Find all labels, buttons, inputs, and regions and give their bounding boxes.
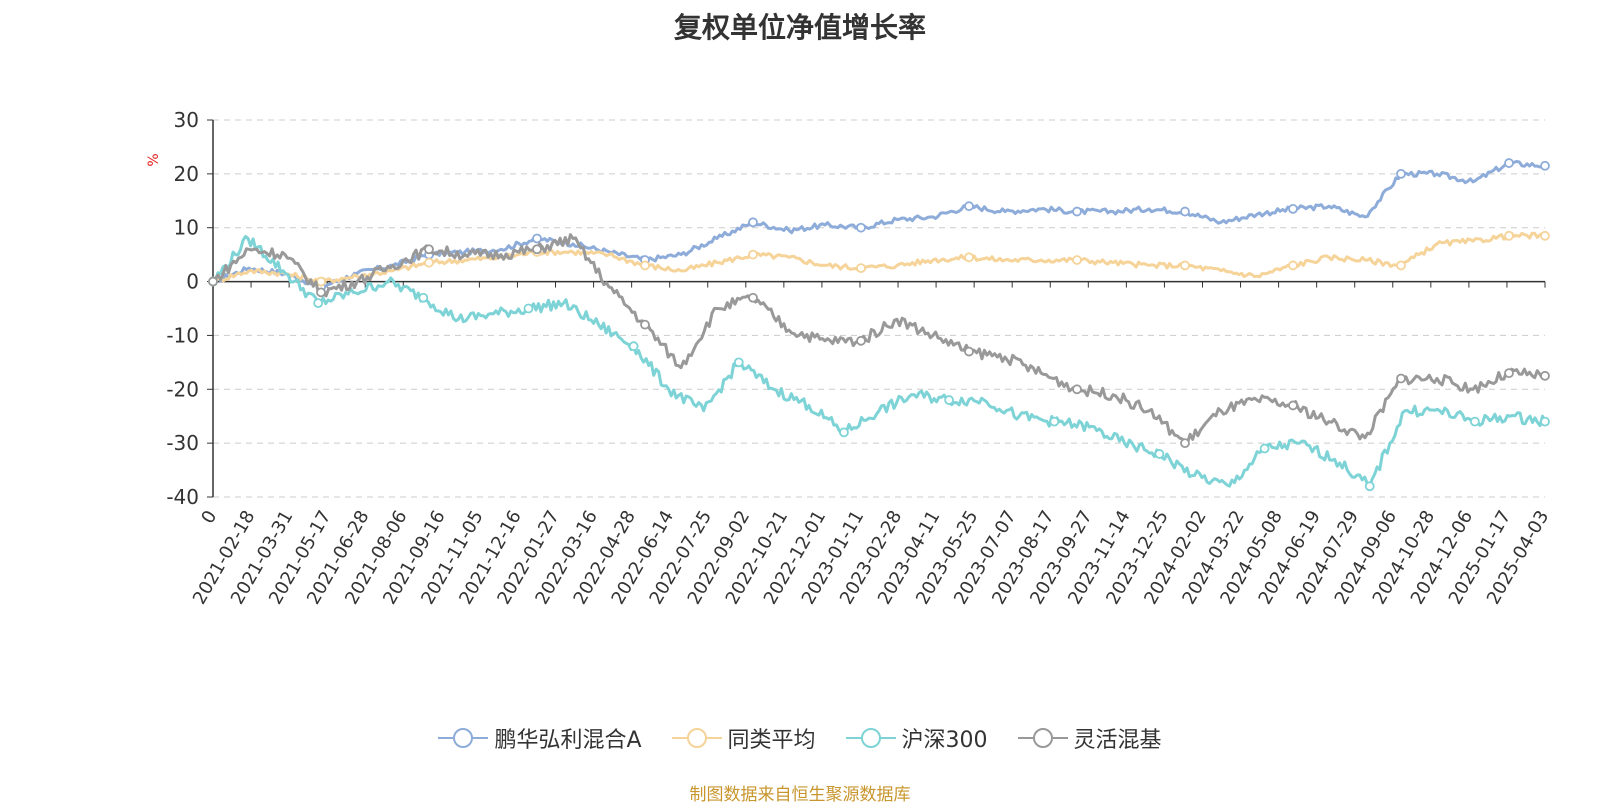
series-point bbox=[316, 287, 326, 298]
y-tick-label: -40 bbox=[166, 485, 199, 509]
legend-line-circle-icon bbox=[1017, 728, 1068, 748]
series-point bbox=[856, 335, 866, 346]
series-point bbox=[1364, 481, 1375, 492]
series-lines bbox=[208, 158, 1550, 492]
series-point bbox=[1504, 158, 1514, 168]
y-tick-label: 10 bbox=[174, 216, 199, 240]
series-point bbox=[964, 201, 974, 212]
series-point bbox=[964, 252, 974, 263]
series-point bbox=[424, 257, 434, 268]
series-point bbox=[748, 292, 758, 303]
series-point bbox=[1180, 260, 1190, 271]
series-point bbox=[1154, 449, 1165, 459]
series-line-4 bbox=[211, 233, 1547, 445]
series-point bbox=[1396, 373, 1406, 384]
series-point bbox=[839, 427, 849, 438]
series-point bbox=[856, 222, 866, 233]
series-point bbox=[748, 217, 758, 228]
series-point bbox=[628, 341, 639, 352]
y-tick-label: -30 bbox=[166, 431, 199, 455]
series-line-2 bbox=[212, 231, 1546, 285]
series-point bbox=[1396, 168, 1406, 179]
series-point bbox=[1180, 438, 1190, 449]
legend-circle bbox=[860, 728, 881, 748]
data-source-note: 制图数据来自恒生聚源数据库 bbox=[689, 785, 911, 805]
grid-lines bbox=[213, 119, 1545, 498]
legend-circle bbox=[1032, 728, 1053, 748]
x-tick-label: 0 bbox=[197, 507, 221, 527]
legend-label: 沪深300 bbox=[901, 728, 988, 753]
series-point bbox=[1504, 230, 1514, 241]
series-point bbox=[733, 357, 744, 368]
series-line-3 bbox=[212, 235, 1547, 488]
series-point bbox=[1288, 203, 1298, 214]
series-point bbox=[1180, 206, 1190, 217]
series-point bbox=[532, 233, 542, 244]
series-point bbox=[856, 263, 866, 274]
series-point bbox=[748, 249, 758, 260]
series-point bbox=[1504, 368, 1514, 379]
y-axis-unit-label: % bbox=[146, 153, 162, 166]
legend-line-circle-icon bbox=[845, 728, 896, 748]
y-tick-label: -10 bbox=[166, 323, 199, 347]
legend-circle bbox=[453, 728, 474, 748]
series-point bbox=[1540, 416, 1550, 427]
chart-title: 复权单位净值增长率 bbox=[673, 11, 926, 44]
series-point bbox=[532, 244, 542, 255]
series-point bbox=[1540, 160, 1550, 171]
legend-item-2[interactable]: 同类平均 bbox=[671, 722, 816, 754]
series-point bbox=[640, 319, 650, 330]
series-point bbox=[1259, 443, 1270, 454]
series-line-1 bbox=[211, 159, 1546, 289]
y-tick-label: 0 bbox=[186, 270, 199, 294]
legend-label: 同类平均 bbox=[727, 728, 816, 753]
y-tick-label: 20 bbox=[174, 162, 199, 186]
series-point bbox=[424, 244, 434, 255]
series-point bbox=[1288, 400, 1298, 411]
axes: 3020100-10-20-30-4002021-02-182021-03-31… bbox=[166, 108, 1553, 608]
legend-line-circle-icon bbox=[671, 728, 722, 748]
series-point bbox=[1072, 206, 1082, 217]
series-point bbox=[418, 292, 429, 303]
legend-circle bbox=[686, 728, 707, 748]
series-point bbox=[1540, 230, 1550, 241]
chart-legend: 鹏华弘利混合A 同类平均 沪深300 灵活混基 bbox=[0, 722, 1600, 754]
series-point bbox=[1072, 384, 1082, 395]
series-point bbox=[944, 395, 955, 405]
legend-label: 灵活混基 bbox=[1073, 728, 1162, 753]
legend-line-circle-icon bbox=[438, 728, 489, 748]
series-point bbox=[313, 298, 324, 309]
series-point bbox=[1396, 260, 1406, 271]
y-tick-label: -20 bbox=[166, 377, 199, 401]
legend-item-3[interactable]: 沪深300 bbox=[845, 722, 988, 754]
series-point bbox=[523, 303, 534, 314]
series-point bbox=[1049, 416, 1060, 427]
series-point bbox=[316, 276, 326, 287]
series-point bbox=[1540, 370, 1550, 381]
y-tick-label: 30 bbox=[174, 108, 199, 132]
line-chart: 3020100-10-20-30-4002021-02-182021-03-31… bbox=[146, 108, 1553, 608]
series-point bbox=[1288, 260, 1298, 271]
legend-label: 鹏华弘利混合A bbox=[494, 728, 642, 753]
series-point bbox=[964, 346, 974, 357]
series-point bbox=[1072, 255, 1082, 265]
legend-item-4[interactable]: 灵活混基 bbox=[1017, 722, 1162, 754]
legend-item-1[interactable]: 鹏华弘利混合A bbox=[438, 722, 642, 754]
series-point bbox=[1469, 416, 1480, 427]
series-point bbox=[208, 276, 218, 287]
series-point bbox=[640, 260, 650, 271]
